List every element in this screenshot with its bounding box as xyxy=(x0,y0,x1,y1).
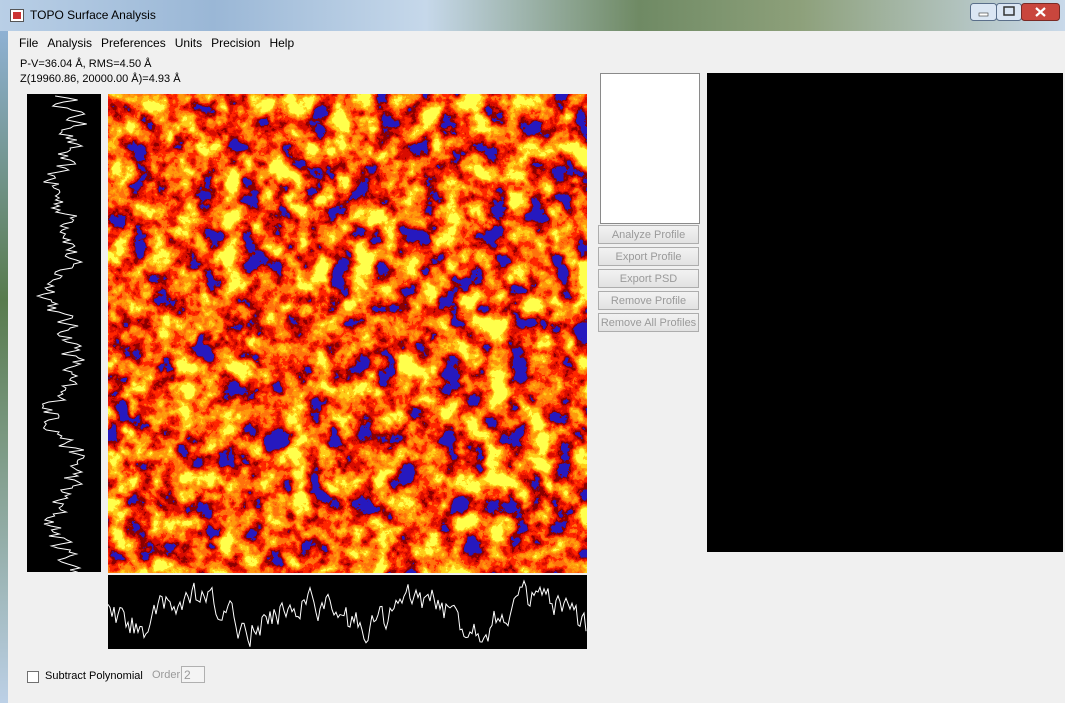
button[interactable]: Export PSD xyxy=(598,269,699,288)
checkbox-label[interactable]: Subtract Polynomial xyxy=(45,670,143,682)
menu-item[interactable]: Units xyxy=(175,36,202,53)
menu-bar: File Analysis Preferences Units Precision Hel… xyxy=(8,36,294,53)
window-title: TOPO Surface Analysis xyxy=(30,8,156,22)
menu-item[interactable]: Help xyxy=(269,36,294,53)
maximize-button[interactable] xyxy=(997,4,1022,21)
button[interactable]: Analyze Profile xyxy=(598,225,699,244)
status-line: P-V=36.04 Å, RMS=4.50 Å xyxy=(20,58,151,70)
checkbox[interactable] xyxy=(27,671,39,683)
status-line: Z(19960.86, 20000.00 Å)=4.93 Å xyxy=(20,73,181,85)
order-input[interactable]: 2 xyxy=(181,666,205,683)
menu-item[interactable]: Preferences xyxy=(101,36,166,53)
title-bar: TOPO Surface Analysis xyxy=(0,0,1065,31)
profile-list[interactable] xyxy=(600,73,700,224)
horizontal-profile xyxy=(108,575,587,649)
app-window: TOPO Surface Analysis File Analysis Prefer… xyxy=(0,0,1065,703)
window-controls xyxy=(970,3,1060,23)
window-frame xyxy=(0,31,8,703)
menu-item[interactable]: File xyxy=(19,36,38,53)
order-label: Order: xyxy=(152,669,183,681)
menu-item[interactable]: Analysis xyxy=(47,36,92,53)
button[interactable]: Remove All Profiles xyxy=(598,313,699,332)
app-icon xyxy=(10,9,24,22)
minimize-button[interactable] xyxy=(971,4,997,21)
button[interactable]: Export Profile xyxy=(598,247,699,266)
button[interactable]: Remove Profile xyxy=(598,291,699,310)
psd-plot xyxy=(707,73,1063,552)
vertical-profile xyxy=(27,94,101,572)
surface-map xyxy=(108,94,587,573)
menu-item[interactable]: Precision xyxy=(211,36,260,53)
